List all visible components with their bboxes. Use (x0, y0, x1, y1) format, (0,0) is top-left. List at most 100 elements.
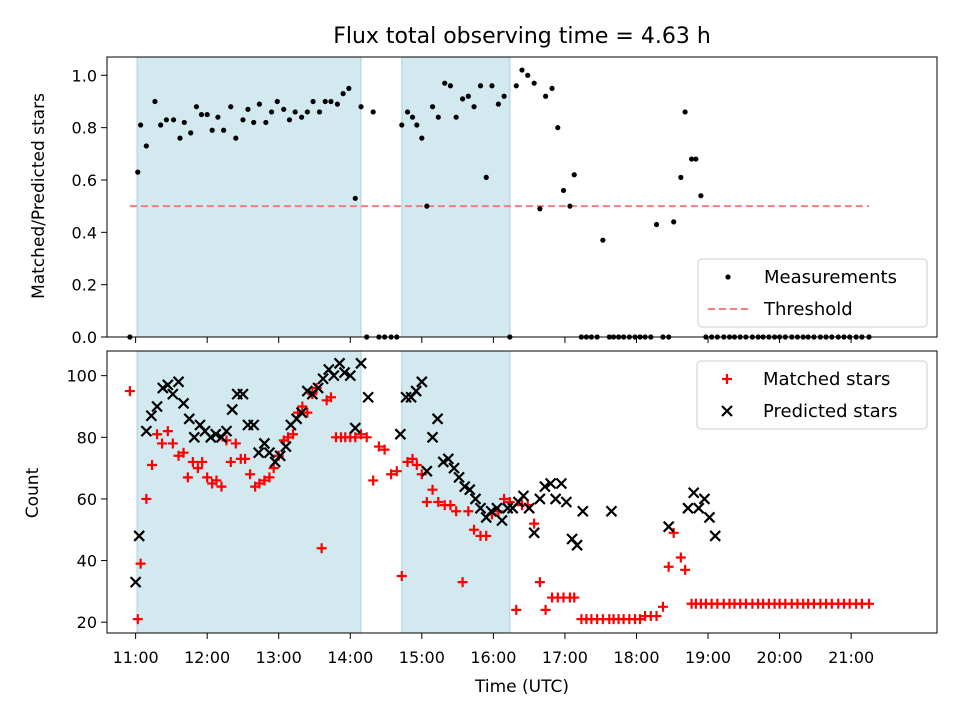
predicted-point (709, 530, 721, 542)
predicted-point (555, 477, 568, 490)
measurement-point (316, 109, 323, 115)
matched-point (657, 601, 668, 612)
measurement-point (286, 117, 293, 123)
axes-frame (106, 56, 938, 338)
matched-point (427, 484, 438, 495)
matched-point (481, 530, 492, 541)
matched-point (499, 493, 510, 504)
y-tick-label-3: 80 (77, 428, 97, 447)
predicted-point (349, 422, 362, 434)
x-tick-label-10: 21:00 (828, 648, 874, 667)
measurement-point (571, 172, 577, 178)
measurement-point (404, 109, 411, 115)
measurement-point (465, 93, 471, 99)
matched-point (173, 450, 184, 461)
matched-point (396, 570, 407, 581)
measurement-point (555, 125, 561, 131)
predicted-point (338, 366, 351, 379)
measurement-point (281, 106, 287, 112)
shaded-interval-0 (136, 56, 362, 338)
matched-point (225, 456, 236, 467)
chart-title: Flux total observing time = 4.63 h (333, 24, 711, 49)
matched-point (445, 500, 456, 511)
predicted-point (496, 514, 508, 527)
measurement-point (352, 195, 358, 201)
matched-point (356, 429, 367, 440)
measurement-point (268, 109, 275, 115)
measurement-point (328, 98, 334, 105)
measurement-point (442, 80, 448, 86)
measurement-point (204, 111, 210, 118)
predicted-point (140, 425, 153, 437)
matched-point (350, 432, 361, 443)
matched-point (135, 558, 146, 569)
measurement-point (698, 193, 704, 199)
predicted-point (162, 379, 174, 391)
matched-point (529, 518, 540, 529)
measurement-point (240, 117, 246, 123)
measurement-point (143, 143, 149, 149)
predicted-point (469, 493, 482, 505)
matched-point (216, 481, 227, 492)
predicted-point (295, 406, 308, 419)
measurement-point (537, 206, 543, 212)
measurement-point (263, 119, 269, 126)
predicted-point (485, 505, 498, 518)
measurement-point (177, 135, 183, 141)
legend-measurement-swatch (725, 274, 731, 280)
matched-point (192, 463, 203, 474)
measurement-point (447, 83, 454, 89)
measurement-point (688, 156, 695, 162)
measurement-point (409, 114, 416, 120)
predicted-point (453, 471, 465, 484)
measurement-point (429, 104, 436, 110)
measurement-point (525, 72, 531, 78)
predicted-point (491, 502, 503, 514)
predicted-point (188, 431, 201, 444)
matched-point (230, 438, 241, 449)
measurement-point (543, 93, 549, 99)
matched-point (569, 592, 580, 603)
measurement-point (170, 117, 177, 123)
measurement-point (163, 117, 169, 123)
predicted-point (362, 391, 374, 404)
predicted-point (333, 357, 346, 370)
measurement-point (453, 114, 459, 120)
predicted-point (183, 413, 196, 425)
predicted-point (463, 483, 476, 496)
measurement-point (549, 85, 555, 92)
predicted-point (687, 486, 700, 499)
measurement-point (519, 67, 525, 73)
predicted-point (344, 369, 357, 382)
matched-point (167, 438, 178, 449)
predicted-point (237, 388, 249, 400)
predicted-point (426, 431, 439, 444)
predicted-point (523, 502, 535, 514)
measurement-point (221, 127, 227, 133)
x-tick-label-0: 11:00 (113, 648, 159, 667)
matched-point (411, 460, 422, 471)
matched-point (302, 407, 313, 418)
measurement-point (471, 104, 477, 110)
matched-point (368, 475, 379, 486)
measurement-point (682, 109, 688, 115)
predicted-point (474, 502, 487, 514)
measurement-point (340, 91, 346, 97)
predicted-point (258, 437, 271, 450)
predicted-point (226, 403, 238, 416)
measurement-point (274, 98, 280, 105)
matched-point (152, 429, 163, 440)
bottom-panel-counts: 20 40 60 80 100 11:00 12:00 13:00 14:00 15:00 16:0… (66, 350, 938, 667)
predicted-point (133, 530, 145, 542)
matched-point (283, 432, 294, 443)
measurement-point (181, 119, 187, 126)
measurement-point (678, 174, 684, 180)
matched-point (147, 460, 158, 471)
x-tick-label-4: 15:00 (399, 648, 445, 667)
measurement-point (399, 122, 405, 128)
measurement-point (460, 96, 466, 102)
matched-point (197, 456, 208, 467)
predicted-point (528, 527, 540, 539)
measurement-point (346, 85, 352, 92)
